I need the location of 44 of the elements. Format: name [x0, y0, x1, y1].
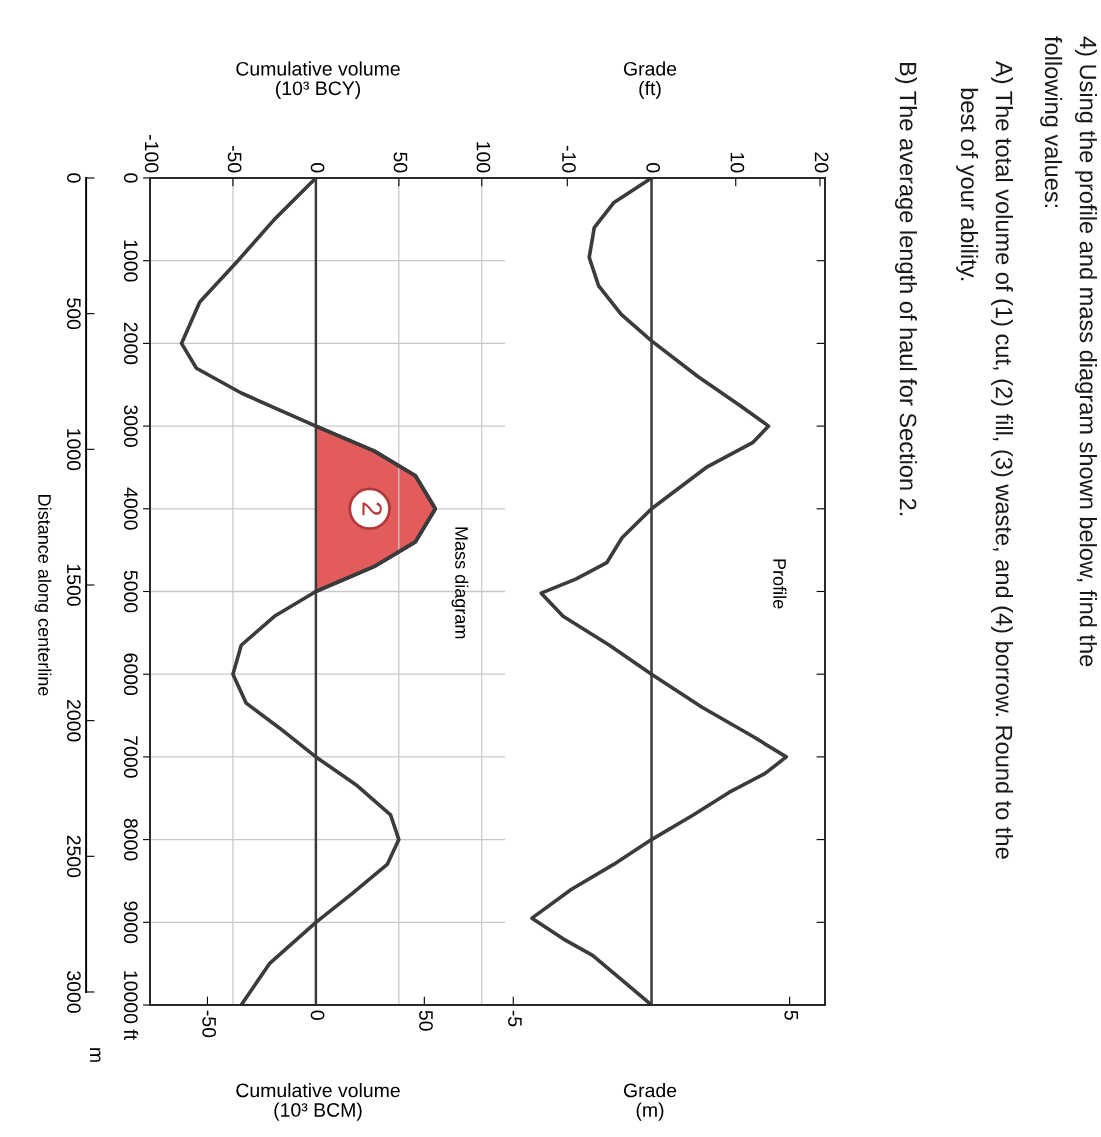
y2-tick-label: 2000: [66, 700, 81, 742]
text: A) The total volume of (1) cut, (2) fill, (3) waste, and (4) borrow. Round to the best of your ability.: [956, 61, 1013, 859]
x-axis-title: Cumulative volume (10³ BCM): [236, 1083, 400, 1121]
x2-tick-label: 100: [476, 142, 491, 173]
y-tick-label: 8000: [123, 818, 138, 861]
text: 4) Using the profile and mass diagram shown below, find the following values:: [1040, 36, 1097, 667]
y2-tick-label: 1000: [66, 429, 81, 471]
x-tick-label: -5: [508, 1010, 522, 1027]
y-tick-label: 3000: [123, 405, 138, 447]
y2-tick-label: 0: [66, 173, 81, 183]
x-tick-label: -50: [202, 1010, 217, 1038]
text: Mass diagram: [451, 527, 469, 639]
y-tick-label: 10000 ft: [123, 971, 139, 1040]
y2-tick-label: 500: [66, 298, 81, 330]
x2-tick-label: -10: [562, 145, 576, 173]
y-tick-label: 5000: [123, 570, 138, 613]
y-tick-label: 2000: [123, 322, 138, 365]
x2-tick-label: 0: [310, 163, 325, 173]
text: Profile: [773, 559, 787, 609]
y2-axis-title: m: [90, 1048, 101, 1062]
y-tick-label: 0: [123, 173, 138, 183]
x2-tick-label: 10: [730, 153, 745, 173]
x2-tick-label: 50: [393, 152, 408, 173]
y-tick-label: 9000: [123, 901, 138, 944]
x2-tick-label: 20: [814, 152, 829, 173]
x2-tick-label: 0: [646, 163, 661, 173]
x-axis-title: Grade (m): [623, 1083, 677, 1121]
x2-tick-label: -100: [144, 135, 159, 173]
annotation: 2: [362, 502, 382, 516]
y2-tick-label: 2500: [66, 835, 81, 878]
y2-tick-label: 1500: [66, 564, 81, 606]
text: Distance along centerline: [34, 495, 52, 696]
x-tick-label: 0: [310, 1010, 325, 1020]
y2-tick-label: 3000: [66, 971, 81, 1013]
y-tick-label: 4000: [123, 487, 138, 530]
x2-tick-label: -50: [227, 145, 242, 173]
x-tick-label: 50: [419, 1010, 433, 1031]
text: B) The average length of haul for Section 2.: [894, 62, 917, 516]
x2-axis-title: Grade (ft): [623, 61, 677, 100]
x2-axis-title: Cumulative volume (10³ BCY): [236, 61, 400, 100]
y-tick-label: 6000: [123, 653, 138, 696]
y-tick-label: 1000: [123, 240, 138, 282]
y-tick-label: 7000: [123, 736, 138, 778]
x-tick-label: 5: [784, 1010, 798, 1020]
